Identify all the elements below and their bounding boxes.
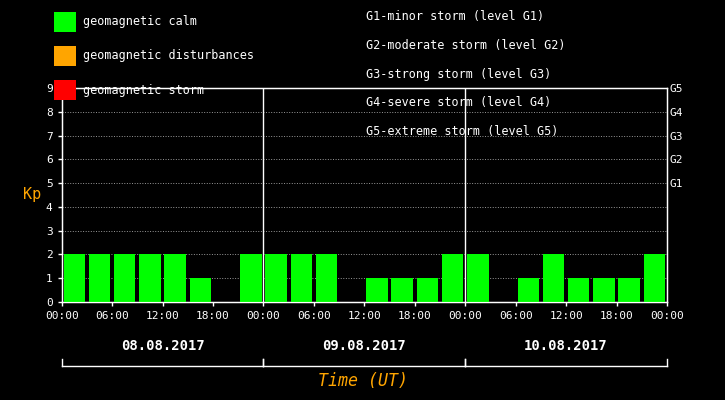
Text: G2-moderate storm (level G2): G2-moderate storm (level G2)	[366, 39, 566, 52]
Text: geomagnetic calm: geomagnetic calm	[83, 16, 197, 28]
Bar	[392, 278, 413, 302]
Text: geomagnetic disturbances: geomagnetic disturbances	[83, 50, 254, 62]
Bar	[568, 278, 589, 302]
Text: G1-minor storm (level G1): G1-minor storm (level G1)	[366, 10, 544, 23]
Bar	[114, 254, 136, 302]
Bar	[139, 254, 161, 302]
Bar	[518, 278, 539, 302]
Bar	[291, 254, 312, 302]
Text: G4-severe storm (level G4): G4-severe storm (level G4)	[366, 96, 552, 109]
Bar	[618, 278, 640, 302]
Bar	[442, 254, 463, 302]
Text: 08.08.2017: 08.08.2017	[120, 339, 204, 353]
Bar	[64, 254, 85, 302]
Bar	[240, 254, 262, 302]
Text: 09.08.2017: 09.08.2017	[323, 339, 406, 353]
Bar	[593, 278, 615, 302]
Bar	[543, 254, 564, 302]
Bar	[265, 254, 287, 302]
Text: Time (UT): Time (UT)	[318, 372, 407, 390]
Bar	[316, 254, 337, 302]
Text: G3-strong storm (level G3): G3-strong storm (level G3)	[366, 68, 552, 81]
Y-axis label: Kp: Kp	[22, 188, 41, 202]
Text: geomagnetic storm: geomagnetic storm	[83, 84, 204, 96]
Bar	[165, 254, 186, 302]
Text: G5-extreme storm (level G5): G5-extreme storm (level G5)	[366, 125, 558, 138]
Bar	[644, 254, 665, 302]
Text: 10.08.2017: 10.08.2017	[524, 339, 608, 353]
Bar	[190, 278, 211, 302]
Bar	[88, 254, 110, 302]
Bar	[467, 254, 489, 302]
Bar	[417, 278, 438, 302]
Bar	[366, 278, 388, 302]
